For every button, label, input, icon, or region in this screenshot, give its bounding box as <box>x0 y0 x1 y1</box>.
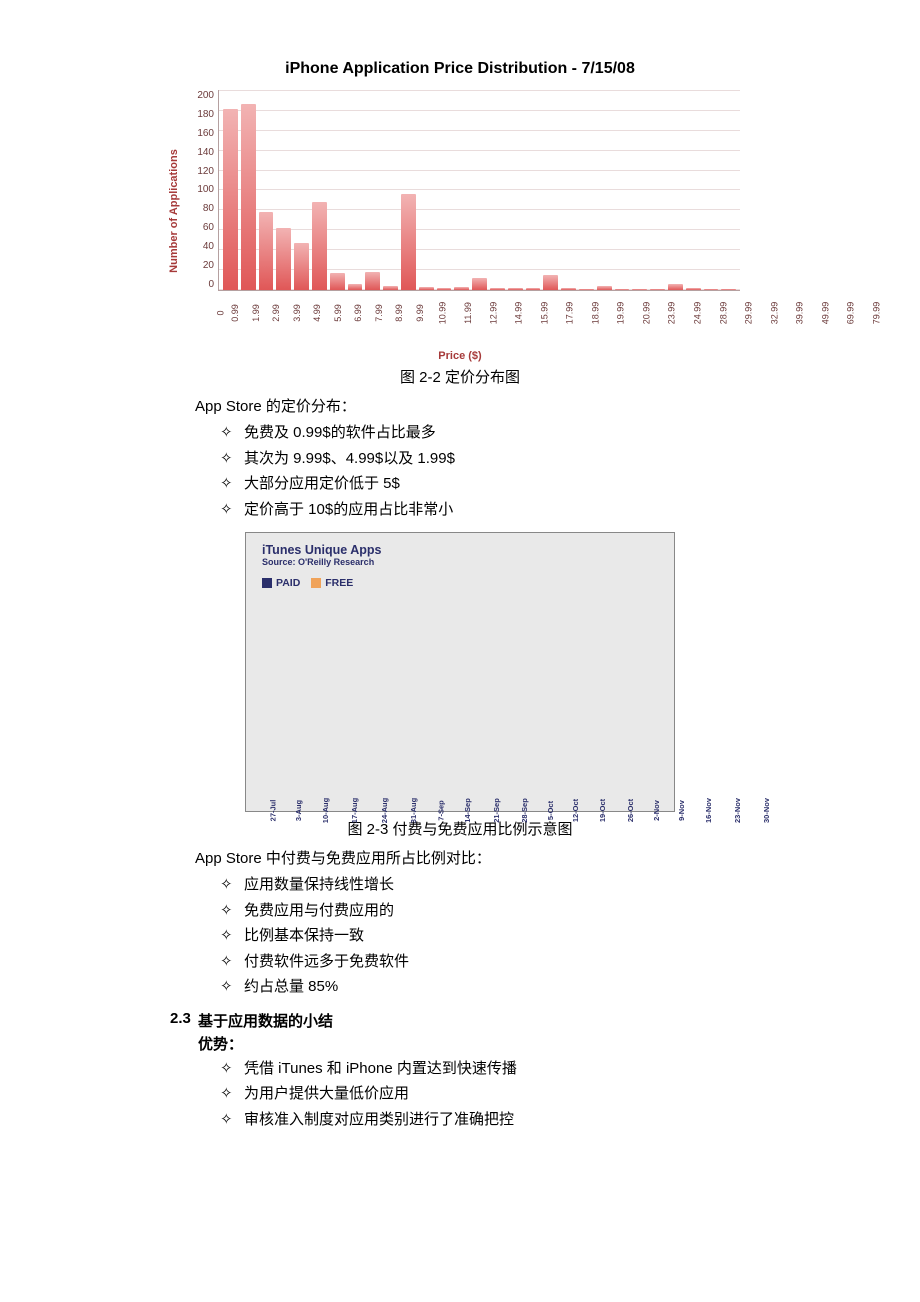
bar <box>401 194 416 290</box>
bar <box>241 104 256 290</box>
chart-1-container: iPhone Application Price Distribution - … <box>100 60 820 360</box>
list-3: 凭借 iTunes 和 iPhone 内置达到快速传播为用户提供大量低价应用审核… <box>220 1056 820 1133</box>
chart-2-title: iTunes Unique Apps <box>262 543 662 557</box>
bar <box>668 284 683 290</box>
bar <box>294 243 309 290</box>
paragraph-1: App Store 的定价分布： <box>195 395 820 416</box>
bar <box>437 288 452 290</box>
bar <box>508 288 523 290</box>
bar <box>561 288 576 290</box>
bar <box>383 286 398 290</box>
subheading-advantages: 优势： <box>198 1033 820 1054</box>
bar <box>419 287 434 290</box>
bar <box>259 212 274 290</box>
caption-2-2: 图 2-2 定价分布图 <box>100 366 820 387</box>
list-item: 审核准入制度对应用类别进行了准确把控 <box>220 1107 820 1133</box>
bar <box>312 202 327 290</box>
list-item: 付费软件远多于免费软件 <box>220 949 820 975</box>
bar <box>526 288 541 290</box>
list-item: 凭借 iTunes 和 iPhone 内置达到快速传播 <box>220 1056 820 1082</box>
chart-1-xticks: 00.991.992.993.994.995.996.997.998.999.9… <box>214 294 740 304</box>
chart-1-title: iPhone Application Price Distribution - … <box>180 60 740 78</box>
itunes-apps-chart: iTunes Unique Apps Source: O'Reilly Rese… <box>245 532 675 812</box>
paragraph-2: App Store 中付费与免费应用所占比例对比： <box>195 847 820 868</box>
chart-1-plot <box>218 90 740 291</box>
chart-1-yticks: 020406080100120140160180200 <box>180 90 218 290</box>
chart-2-legend: PAID FREE <box>262 577 662 589</box>
chart-2-container: iTunes Unique Apps Source: O'Reilly Rese… <box>100 532 820 812</box>
bar <box>490 288 505 290</box>
bar <box>579 289 594 290</box>
price-distribution-chart: iPhone Application Price Distribution - … <box>180 60 740 360</box>
list-2: 应用数量保持线性增长免费应用与付费应用的比例基本保持一致付费软件远多于免费软件约… <box>220 872 820 1000</box>
chart-2-xticks: 27-Jul3-Aug10-Aug17-Aug24-Aug31-Aug7-Sep… <box>262 798 662 807</box>
chart-1-ylabel: Number of Applications <box>168 149 180 273</box>
list-item: 免费及 0.99$的软件占比最多 <box>220 420 820 446</box>
bar <box>348 284 363 290</box>
section-title: 基于应用数据的小结 <box>198 1010 333 1031</box>
bar <box>472 278 487 290</box>
bar <box>543 275 558 290</box>
bar <box>650 289 665 290</box>
section-2-3-heading: 2.3 基于应用数据的小结 <box>170 1010 820 1031</box>
list-item: 为用户提供大量低价应用 <box>220 1081 820 1107</box>
bar <box>276 228 291 290</box>
bar <box>704 289 719 290</box>
list-item: 定价高于 10$的应用占比非常小 <box>220 497 820 523</box>
list-item: 其次为 9.99$、4.99$以及 1.99$ <box>220 446 820 472</box>
legend-label-free: FREE <box>325 577 353 589</box>
list-item: 应用数量保持线性增长 <box>220 872 820 898</box>
legend-label-paid: PAID <box>276 577 300 589</box>
list-item: 免费应用与付费应用的 <box>220 898 820 924</box>
bar <box>223 109 238 290</box>
bar <box>330 273 345 290</box>
list-item: 大部分应用定价低于 5$ <box>220 471 820 497</box>
list-item: 约占总量 85% <box>220 974 820 1000</box>
list-1: 免费及 0.99$的软件占比最多其次为 9.99$、4.99$以及 1.99$大… <box>220 420 820 522</box>
bar <box>597 286 612 290</box>
legend-swatch-free <box>311 578 321 588</box>
list-item: 比例基本保持一致 <box>220 923 820 949</box>
chart-2-plot <box>262 603 662 783</box>
bar <box>615 289 630 290</box>
chart-2-subtitle: Source: O'Reilly Research <box>262 557 662 567</box>
bar <box>632 289 647 290</box>
bar <box>454 287 469 290</box>
bar <box>686 288 701 290</box>
chart-1-xlabel: Price ($) <box>180 350 740 362</box>
bar <box>721 289 736 290</box>
legend-swatch-paid <box>262 578 272 588</box>
section-number: 2.3 <box>170 1010 198 1031</box>
bar <box>365 272 380 290</box>
